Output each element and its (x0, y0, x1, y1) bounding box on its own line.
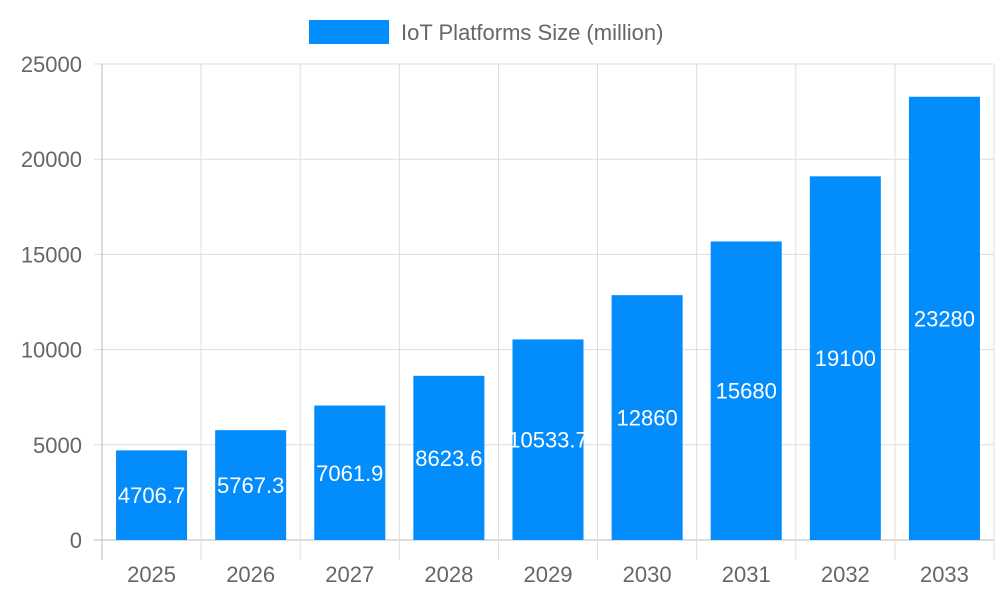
bar (512, 339, 584, 540)
data-label: 4706.7 (118, 483, 185, 508)
bar (413, 375, 485, 540)
x-tick-label: 2033 (920, 562, 969, 587)
bar (908, 96, 980, 540)
bar (710, 241, 782, 540)
x-tick-label: 2031 (722, 562, 771, 587)
data-label: 5767.3 (217, 473, 284, 498)
y-tick-label: 25000 (21, 52, 82, 77)
y-tick-label: 0 (70, 528, 82, 553)
x-tick-label: 2028 (424, 562, 473, 587)
data-label: 23280 (914, 306, 975, 331)
bar (215, 430, 287, 540)
x-tick-label: 2030 (623, 562, 672, 587)
bar (314, 405, 386, 540)
legend-label: IoT Platforms Size (million) (401, 20, 663, 45)
data-label: 10533.7 (508, 428, 588, 453)
legend-swatch (309, 20, 389, 44)
bar (116, 450, 188, 540)
legend[interactable]: IoT Platforms Size (million) (309, 20, 663, 45)
y-tick-label: 5000 (33, 433, 82, 458)
y-tick-label: 10000 (21, 338, 82, 363)
bar (809, 176, 881, 540)
x-tick-label: 2032 (821, 562, 870, 587)
x-tick-label: 2026 (226, 562, 275, 587)
x-tick-label: 2027 (325, 562, 374, 587)
data-label: 19100 (815, 346, 876, 371)
y-tick-label: 15000 (21, 242, 82, 267)
x-tick-label: 2025 (127, 562, 176, 587)
data-label: 12860 (617, 406, 678, 431)
y-tick-label: 20000 (21, 147, 82, 172)
x-tick-label: 2029 (524, 562, 573, 587)
data-label: 7061.9 (316, 461, 383, 486)
data-label: 15680 (716, 379, 777, 404)
bar (611, 295, 683, 540)
data-label: 8623.6 (415, 446, 482, 471)
